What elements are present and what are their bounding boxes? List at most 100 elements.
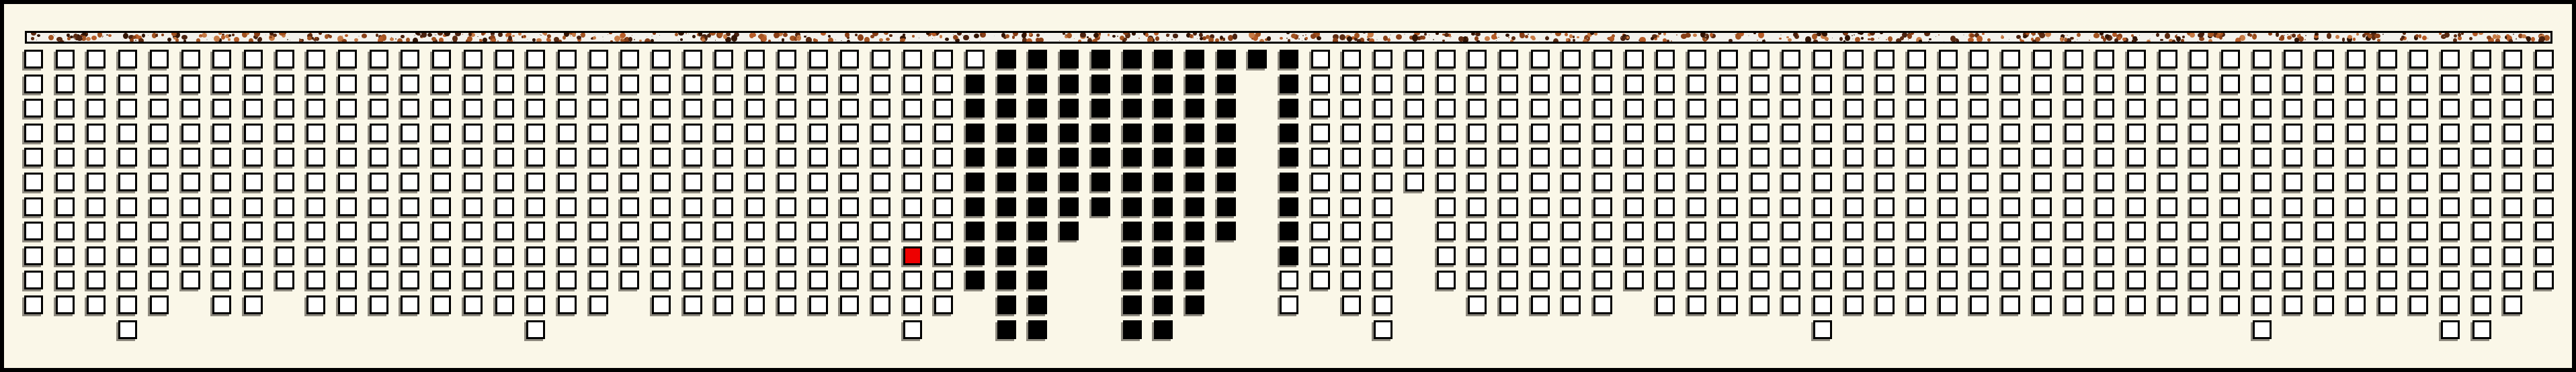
noise-dot <box>1458 36 1464 42</box>
empty-cell <box>1374 50 1393 68</box>
filled-cell <box>1216 99 1236 118</box>
empty-cell <box>746 222 765 241</box>
noise-speckle <box>299 38 301 40</box>
empty-cell <box>2032 74 2052 93</box>
empty-cell <box>777 222 796 241</box>
noise-speckle <box>2116 36 2118 38</box>
noise-speckle <box>102 36 103 37</box>
empty-cell <box>369 246 388 265</box>
filled-cell <box>1185 148 1204 167</box>
empty-cell <box>871 197 890 216</box>
empty-cell <box>934 50 954 68</box>
noise-dot <box>725 33 731 36</box>
empty-cell <box>1938 74 1958 93</box>
noise-dot <box>138 38 144 42</box>
noise-dot <box>2479 33 2483 36</box>
empty-cell <box>840 148 860 167</box>
empty-cell <box>1938 99 1958 118</box>
empty-cell <box>401 99 420 118</box>
filled-cell <box>997 197 1016 216</box>
noise-dot <box>2001 36 2005 39</box>
empty-cell <box>1342 173 1362 191</box>
empty-cell <box>2315 246 2335 265</box>
empty-cell <box>1750 123 1770 142</box>
noise-dot <box>521 35 524 39</box>
empty-cell <box>871 50 890 68</box>
empty-cell <box>306 148 326 167</box>
empty-cell <box>1970 271 1989 290</box>
empty-cell <box>181 148 200 167</box>
noise-dot <box>83 36 87 40</box>
empty-cell <box>871 173 890 191</box>
noise-speckle <box>1290 36 1292 38</box>
noise-dot <box>242 33 248 38</box>
empty-cell <box>2346 50 2366 68</box>
empty-cell <box>401 50 420 68</box>
empty-cell <box>2378 271 2397 290</box>
empty-cell <box>243 99 263 118</box>
empty-cell <box>338 197 357 216</box>
noise-dot <box>1577 36 1579 39</box>
empty-cell <box>118 74 138 93</box>
empty-cell <box>2472 271 2491 290</box>
empty-cell <box>432 271 452 290</box>
empty-cell <box>1718 148 1738 167</box>
noise-dot <box>1761 39 1766 42</box>
noise-speckle <box>2427 38 2428 39</box>
empty-cell <box>87 148 106 167</box>
noise-dot <box>2063 38 2067 42</box>
noise-dot <box>2035 37 2041 42</box>
filled-cell <box>1280 197 1298 216</box>
empty-cell <box>87 50 106 68</box>
noise-speckle <box>467 34 468 36</box>
empty-cell <box>87 271 106 290</box>
empty-cell <box>306 74 326 93</box>
empty-cell <box>1876 99 1895 118</box>
noise-speckle <box>1707 36 1709 38</box>
empty-cell <box>1405 148 1424 167</box>
empty-cell <box>2158 295 2177 314</box>
empty-cell <box>2440 123 2460 142</box>
noise-speckle <box>101 36 103 38</box>
empty-cell <box>1562 222 1581 241</box>
noise-speckle <box>1311 34 1313 36</box>
filled-cell <box>1185 197 1204 216</box>
noise-dot <box>2544 34 2550 41</box>
empty-cell <box>1530 148 1550 167</box>
noise-speckle <box>1403 33 1405 35</box>
noise-speckle <box>98 34 99 36</box>
noise-dot <box>2030 37 2034 41</box>
empty-cell <box>1782 99 1801 118</box>
noise-dot <box>1491 34 1497 40</box>
empty-cell <box>1499 173 1518 191</box>
empty-cell <box>1436 271 1456 290</box>
empty-cell <box>2095 148 2115 167</box>
noise-speckle <box>2304 39 2306 40</box>
empty-cell <box>1782 271 1801 290</box>
empty-cell <box>432 197 452 216</box>
filled-cell <box>1122 173 1142 191</box>
empty-cell <box>1844 148 1864 167</box>
noise-speckle <box>580 34 581 35</box>
empty-cell <box>1499 271 1518 290</box>
empty-cell <box>1782 173 1801 191</box>
empty-cell <box>934 148 954 167</box>
noise-dot <box>580 33 585 38</box>
noise-dot <box>2132 38 2136 42</box>
empty-cell <box>1938 271 1958 290</box>
noise-dot <box>1368 38 1374 42</box>
empty-cell <box>2409 222 2429 241</box>
empty-cell <box>1656 222 1675 241</box>
noise-dot <box>912 35 915 38</box>
noise-speckle <box>729 39 731 40</box>
empty-cell <box>495 222 514 241</box>
noise-dot <box>2335 34 2340 40</box>
empty-cell <box>1876 50 1895 68</box>
empty-cell <box>2284 99 2303 118</box>
empty-cell <box>401 123 420 142</box>
noise-dot <box>490 34 496 41</box>
noise-dot <box>227 38 231 41</box>
noise-dot <box>406 37 411 42</box>
noise-dot <box>380 34 387 41</box>
noise-speckle <box>981 34 983 36</box>
